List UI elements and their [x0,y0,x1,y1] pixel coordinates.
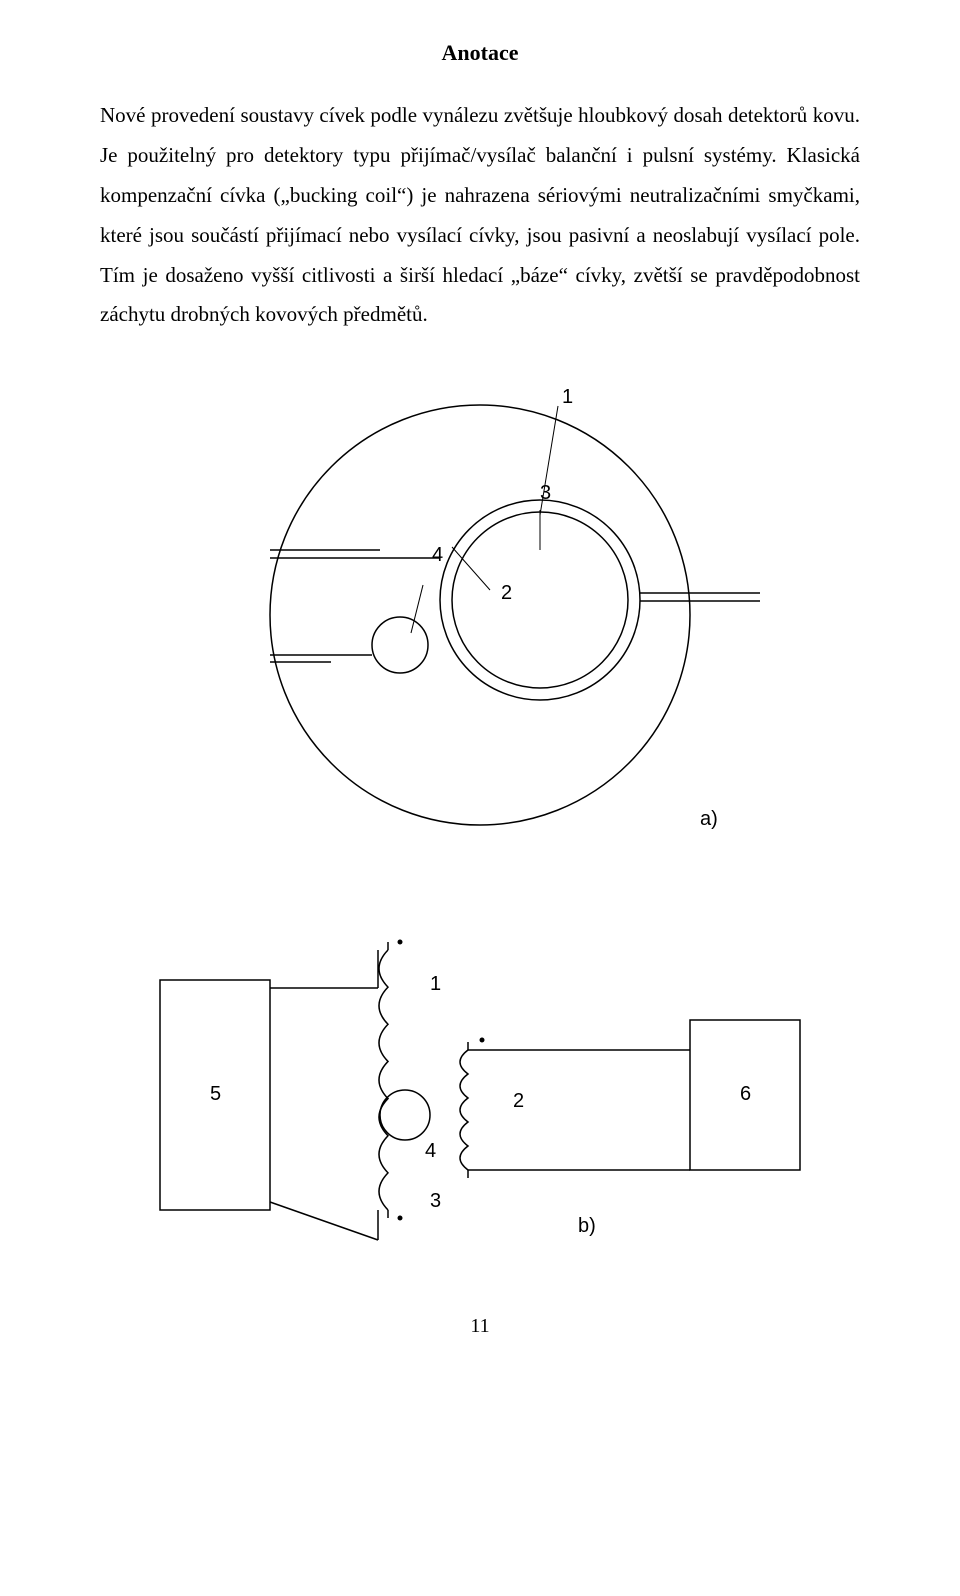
figure-b: 1 2 3 4 5 6 b) [130,910,830,1275]
figure-a-svg: 1 3 4 2 a) [200,375,760,855]
annotation-paragraph: Nové provedení soustavy cívek podle vyná… [100,96,860,335]
svg-text:b): b) [578,1215,596,1237]
svg-text:2: 2 [513,1090,524,1112]
svg-text:a): a) [700,808,718,830]
figures-container: 1 3 4 2 a) 1 2 3 4 5 6 b) [100,375,860,1275]
svg-text:4: 4 [432,544,443,566]
svg-text:5: 5 [210,1083,221,1105]
svg-text:6: 6 [740,1083,751,1105]
svg-text:1: 1 [430,973,441,995]
svg-text:4: 4 [425,1140,436,1162]
svg-text:1: 1 [562,386,573,408]
svg-text:2: 2 [501,582,512,604]
page-title: Anotace [100,40,860,66]
figure-b-svg: 1 2 3 4 5 6 b) [130,910,830,1270]
page-number: 11 [100,1315,860,1338]
figure-a: 1 3 4 2 a) [200,375,760,860]
svg-text:3: 3 [430,1190,441,1212]
svg-text:3: 3 [540,482,551,504]
